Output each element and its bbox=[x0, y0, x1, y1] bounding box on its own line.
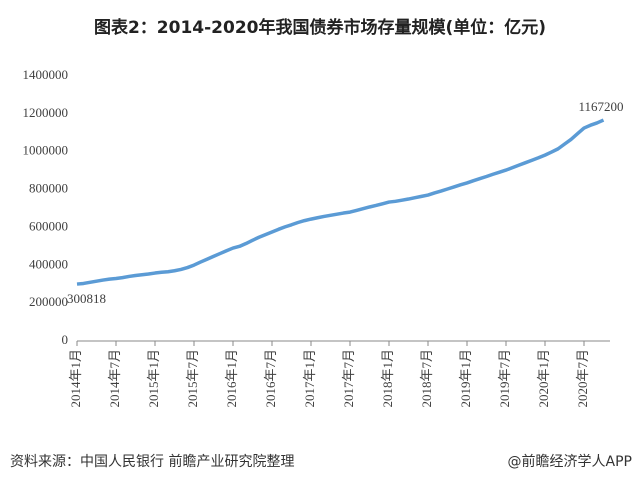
y-tick-label: 0 bbox=[62, 332, 69, 347]
x-tick-label: 2016年1月 bbox=[224, 349, 239, 408]
data-label: 300818 bbox=[67, 291, 106, 306]
y-tick-label: 1200000 bbox=[23, 105, 69, 120]
x-tick-label: 2020年7月 bbox=[575, 349, 590, 408]
x-tick-label: 2019年7月 bbox=[497, 349, 512, 408]
x-tick-label: 2017年7月 bbox=[341, 349, 356, 408]
x-tick-label: 2014年7月 bbox=[107, 349, 122, 408]
x-tick-label: 2019年1月 bbox=[458, 349, 473, 408]
source-note: 资料来源：中国人民银行 前瞻产业研究院整理 bbox=[10, 453, 294, 470]
y-tick-label: 600000 bbox=[29, 218, 68, 233]
data-label: 1167200 bbox=[578, 99, 623, 114]
x-tick-label: 2018年1月 bbox=[380, 349, 395, 408]
y-tick-label: 400000 bbox=[29, 256, 68, 271]
y-tick-label: 800000 bbox=[29, 181, 68, 196]
x-tick-label: 2017年1月 bbox=[302, 349, 317, 408]
x-tick-label: 2020年1月 bbox=[536, 349, 551, 408]
y-tick-label: 1000000 bbox=[23, 143, 69, 158]
x-tick-label: 2015年1月 bbox=[146, 349, 161, 408]
x-tick-label: 2016年7月 bbox=[263, 349, 278, 408]
y-tick-label: 200000 bbox=[29, 294, 68, 309]
credit: @前瞻经济学人APP bbox=[508, 453, 632, 470]
chart-title: 图表2：2014-2020年我国债券市场存量规模(单位：亿元) bbox=[94, 17, 546, 38]
y-tick-label: 1400000 bbox=[23, 67, 69, 82]
data-line bbox=[76, 118, 605, 286]
x-tick-label: 2015年7月 bbox=[185, 349, 200, 408]
x-tick-label: 2014年1月 bbox=[68, 349, 83, 408]
x-tick-label: 2018年7月 bbox=[419, 349, 434, 408]
